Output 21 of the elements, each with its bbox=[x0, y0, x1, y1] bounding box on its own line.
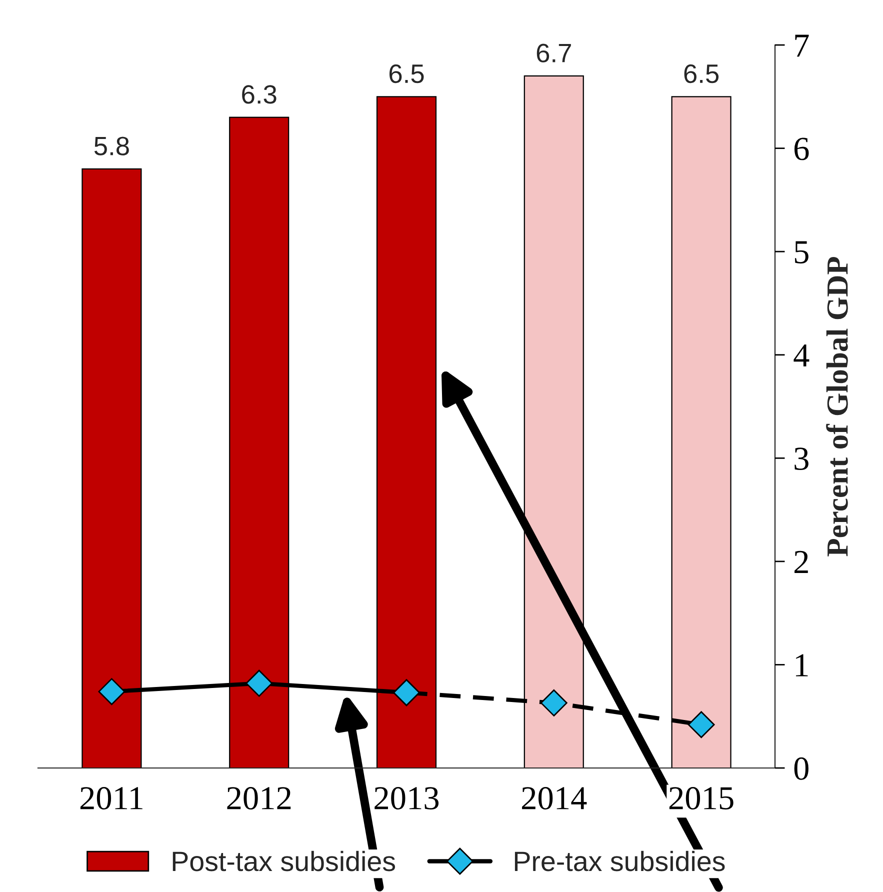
data-label: 6.3 bbox=[242, 85, 276, 104]
legend-label: Post-tax subsidies bbox=[172, 850, 396, 872]
y-tick-label: 3 bbox=[794, 448, 808, 470]
x-tick-label: 2014 bbox=[522, 787, 587, 810]
x-tick-label: 2013 bbox=[374, 787, 439, 810]
y-tick-label: 5 bbox=[794, 241, 808, 264]
y-tick-label: 7 bbox=[795, 34, 809, 57]
y-tick-label: 1 bbox=[796, 654, 808, 676]
y-tick-label: 2 bbox=[794, 550, 808, 573]
data-label: 6.7 bbox=[536, 44, 571, 62]
legend-label: Pre-tax subsidies bbox=[514, 850, 725, 872]
y-tick-label: 4 bbox=[794, 344, 810, 366]
data-label: 5.8 bbox=[94, 136, 129, 156]
data-label: 6.5 bbox=[684, 64, 719, 84]
y-axis-title: Percent of Global GDP bbox=[826, 257, 848, 556]
x-tick-label: 2012 bbox=[227, 787, 291, 810]
y-tick-label: 6 bbox=[794, 138, 809, 160]
data-label: 6.5 bbox=[390, 64, 424, 84]
y-tick-label: 0 bbox=[794, 757, 808, 780]
x-tick-label: 2011 bbox=[80, 787, 142, 810]
x-tick-label: 2015 bbox=[669, 787, 734, 810]
